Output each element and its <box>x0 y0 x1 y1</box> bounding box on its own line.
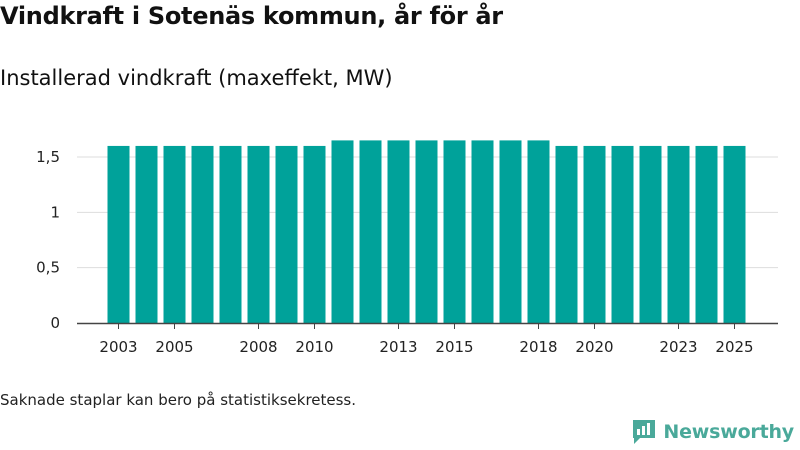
x-tick-label: 2023 <box>659 338 697 356</box>
bar <box>303 145 326 323</box>
bar <box>443 140 466 323</box>
footnote: Saknade staplar kan bero på statistiksek… <box>0 391 357 409</box>
bar <box>555 145 578 323</box>
x-tick-label: 2003 <box>99 338 137 356</box>
bar <box>639 145 662 323</box>
x-tick-label: 2020 <box>575 338 613 356</box>
chart-subtitle: Installerad vindkraft (maxeffekt, MW) <box>0 66 393 90</box>
bar <box>359 140 382 323</box>
bar <box>331 140 354 323</box>
bar <box>219 145 242 323</box>
x-tick-label: 2015 <box>435 338 473 356</box>
brand-logo: Newsworthy <box>631 418 794 446</box>
x-tick-label: 2005 <box>155 338 193 356</box>
bar <box>611 145 634 323</box>
brand-name: Newsworthy <box>663 421 794 443</box>
x-tick-label: 2025 <box>715 338 753 356</box>
x-tick-label: 2018 <box>519 338 557 356</box>
bar <box>191 145 214 323</box>
y-tick-label: 0,5 <box>36 259 60 277</box>
bar <box>387 140 410 323</box>
newsworthy-logo-icon <box>633 420 656 444</box>
bar <box>695 145 718 323</box>
bar <box>723 145 746 323</box>
x-tick-label: 2008 <box>239 338 277 356</box>
bar <box>499 140 522 323</box>
x-tick-label: 2010 <box>295 338 333 356</box>
bar <box>107 145 130 323</box>
bar <box>275 145 298 323</box>
bar <box>163 145 186 323</box>
bar <box>471 140 494 323</box>
y-tick-label: 1,5 <box>36 148 60 166</box>
bar <box>527 140 550 323</box>
bar <box>583 145 606 323</box>
x-tick-label: 2013 <box>379 338 417 356</box>
bar <box>135 145 158 323</box>
bar <box>247 145 270 323</box>
bar <box>415 140 438 323</box>
bar-chart: 0 0,5 1 1,5 2003 2005 2008 2010 2013 2015 2018 2020… <box>36 140 778 356</box>
y-tick-label: 0 <box>50 314 60 332</box>
bar <box>667 145 690 323</box>
chart-title: Vindkraft i Sotenäs kommun, år för år <box>0 2 503 30</box>
y-tick-label: 1 <box>50 203 60 221</box>
